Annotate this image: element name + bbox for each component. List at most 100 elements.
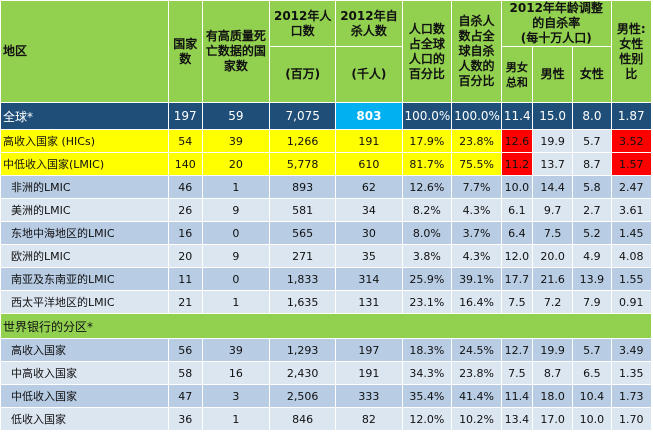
cell-suicides: 314 bbox=[335, 267, 403, 291]
cell-suicides: 191 bbox=[335, 361, 403, 385]
cell-female: 8.0 bbox=[572, 102, 612, 130]
cell-ratio: 3.52 bbox=[610, 129, 653, 153]
cell-countries: 47 bbox=[167, 384, 203, 408]
cell-male: 13.7 bbox=[531, 152, 574, 176]
cell-male: 19.9 bbox=[531, 338, 574, 362]
cell-pop-pct: 8.2% bbox=[401, 198, 453, 222]
cell-suicides: 131 bbox=[335, 290, 403, 314]
cell-suicides: 803 bbox=[335, 102, 403, 130]
table-row: 非洲的LMIC 46 1 893 62 12.6% 7.7% 10.0 14.4 5.8 2.47 bbox=[0, 175, 653, 199]
table-body: 全球* 197 59 7,075 803 100.0% 100.0% 11.4 15.0 8.0 1… bbox=[0, 102, 653, 431]
cell-female: 10.0 bbox=[572, 407, 612, 431]
cell-countries: 20 bbox=[167, 244, 203, 268]
cell-ratio: 1.45 bbox=[610, 221, 653, 245]
cell-ratio: 3.49 bbox=[610, 338, 653, 362]
cell-countries: 54 bbox=[167, 129, 203, 153]
cell-pop-pct: 35.4% bbox=[401, 384, 453, 408]
header-female: 女性 bbox=[572, 46, 612, 103]
header-population: 2012年人口数 bbox=[269, 0, 337, 47]
cell-ratio: 1.55 bbox=[610, 267, 653, 291]
cell-quality: 3 bbox=[201, 384, 271, 408]
table-row: 欧洲的LMIC 20 9 271 35 3.8% 4.3% 12.0 20.0 4.9 4.08 bbox=[0, 244, 653, 268]
cell-suicide-pct: 23.8% bbox=[451, 129, 502, 153]
cell-suicide-pct: 16.4% bbox=[451, 290, 502, 314]
cell-quality: 16 bbox=[201, 361, 271, 385]
cell-quality: 1 bbox=[201, 290, 271, 314]
cell-quality: 9 bbox=[201, 244, 271, 268]
cell-region: 欧洲的LMIC bbox=[0, 244, 169, 268]
cell-region: 南亚及东南亚的LMIC bbox=[0, 267, 169, 291]
cell-female: 2.7 bbox=[572, 198, 612, 222]
cell-quality: 59 bbox=[201, 102, 271, 130]
header-suicides-unit: (千人) bbox=[335, 46, 403, 103]
cell-quality: 1 bbox=[201, 175, 271, 199]
cell-suicide-pct: 4.3% bbox=[451, 244, 502, 268]
cell-ratio: 1.35 bbox=[610, 361, 653, 385]
cell-countries: 16 bbox=[167, 221, 203, 245]
cell-pop-pct: 17.9% bbox=[401, 129, 453, 153]
header-pop-pct: 人口数占全球人口的百分比 bbox=[401, 0, 453, 103]
section-title: 世界银行的分区* bbox=[0, 313, 652, 339]
header-region: 地区 bbox=[0, 0, 169, 103]
cell-suicides: 35 bbox=[335, 244, 403, 268]
cell-suicides: 82 bbox=[335, 407, 403, 431]
table-row: 中低收入国家(LMIC) 140 20 5,778 610 81.7% 75.5% 11.2 1… bbox=[0, 152, 653, 176]
cell-pop-pct: 100.0% bbox=[401, 102, 453, 130]
cell-suicides: 333 bbox=[335, 384, 403, 408]
cell-region: 东地中海地区的LMIC bbox=[0, 221, 169, 245]
cell-countries: 11 bbox=[167, 267, 203, 291]
cell-population: 2,430 bbox=[269, 361, 337, 385]
cell-pop-pct: 12.0% bbox=[401, 407, 453, 431]
header-population-unit: (百万) bbox=[269, 46, 337, 103]
cell-both: 6.1 bbox=[500, 198, 533, 222]
cell-population: 581 bbox=[269, 198, 337, 222]
cell-countries: 46 bbox=[167, 175, 203, 199]
cell-female: 6.5 bbox=[572, 361, 612, 385]
table-row: 西太平洋地区的LMIC 21 1 1,635 131 23.1% 16.4% 7.5 7.2 7.… bbox=[0, 290, 653, 314]
cell-region: 中低收入国家(LMIC) bbox=[0, 152, 169, 176]
header-age-std-unit: (每十万人口) bbox=[520, 31, 592, 45]
cell-ratio: 4.08 bbox=[610, 244, 653, 268]
cell-ratio: 1.87 bbox=[610, 102, 653, 130]
cell-quality: 20 bbox=[201, 152, 271, 176]
cell-countries: 140 bbox=[167, 152, 203, 176]
cell-both: 10.0 bbox=[500, 175, 533, 199]
cell-pop-pct: 12.6% bbox=[401, 175, 453, 199]
cell-quality: 9 bbox=[201, 198, 271, 222]
cell-population: 565 bbox=[269, 221, 337, 245]
header-age-std: 2012年年龄调整的自杀率 (每十万人口) bbox=[500, 0, 612, 47]
cell-female: 4.9 bbox=[572, 244, 612, 268]
cell-ratio: 0.91 bbox=[610, 290, 653, 314]
table-row: 中低收入国家 47 3 2,506 333 35.4% 41.4% 11.4 18.0 10.4 1… bbox=[0, 384, 653, 408]
cell-both: 12.6 bbox=[500, 129, 533, 153]
cell-suicide-pct: 41.4% bbox=[451, 384, 502, 408]
header-male: 男性 bbox=[531, 46, 574, 103]
cell-both: 6.4 bbox=[500, 221, 533, 245]
cell-male: 15.0 bbox=[531, 102, 574, 130]
cell-female: 5.8 bbox=[572, 175, 612, 199]
cell-suicide-pct: 4.3% bbox=[451, 198, 502, 222]
cell-suicide-pct: 10.2% bbox=[451, 407, 502, 431]
cell-both: 7.5 bbox=[500, 290, 533, 314]
cell-population: 893 bbox=[269, 175, 337, 199]
cell-population: 846 bbox=[269, 407, 337, 431]
cell-pop-pct: 34.3% bbox=[401, 361, 453, 385]
cell-both: 12.0 bbox=[500, 244, 533, 268]
table-row: 中高收入国家 58 16 2,430 191 34.3% 23.8% 7.5 8.7 6.5 1.3… bbox=[0, 361, 653, 385]
cell-region: 高收入国家 bbox=[0, 338, 169, 362]
cell-suicides: 30 bbox=[335, 221, 403, 245]
cell-population: 5,778 bbox=[269, 152, 337, 176]
cell-pop-pct: 25.9% bbox=[401, 267, 453, 291]
cell-suicide-pct: 7.7% bbox=[451, 175, 502, 199]
cell-countries: 58 bbox=[167, 361, 203, 385]
cell-male: 14.4 bbox=[531, 175, 574, 199]
cell-quality: 0 bbox=[201, 267, 271, 291]
cell-suicides: 197 bbox=[335, 338, 403, 362]
cell-suicides: 191 bbox=[335, 129, 403, 153]
header-countries: 国家数 bbox=[167, 0, 203, 103]
table-row: 高收入国家 (HICs) 54 39 1,266 191 17.9% 23.8% 12.6 19… bbox=[0, 129, 653, 153]
cell-male: 18.0 bbox=[531, 384, 574, 408]
cell-suicide-pct: 24.5% bbox=[451, 338, 502, 362]
cell-male: 7.2 bbox=[531, 290, 574, 314]
cell-both: 11.4 bbox=[500, 102, 533, 130]
